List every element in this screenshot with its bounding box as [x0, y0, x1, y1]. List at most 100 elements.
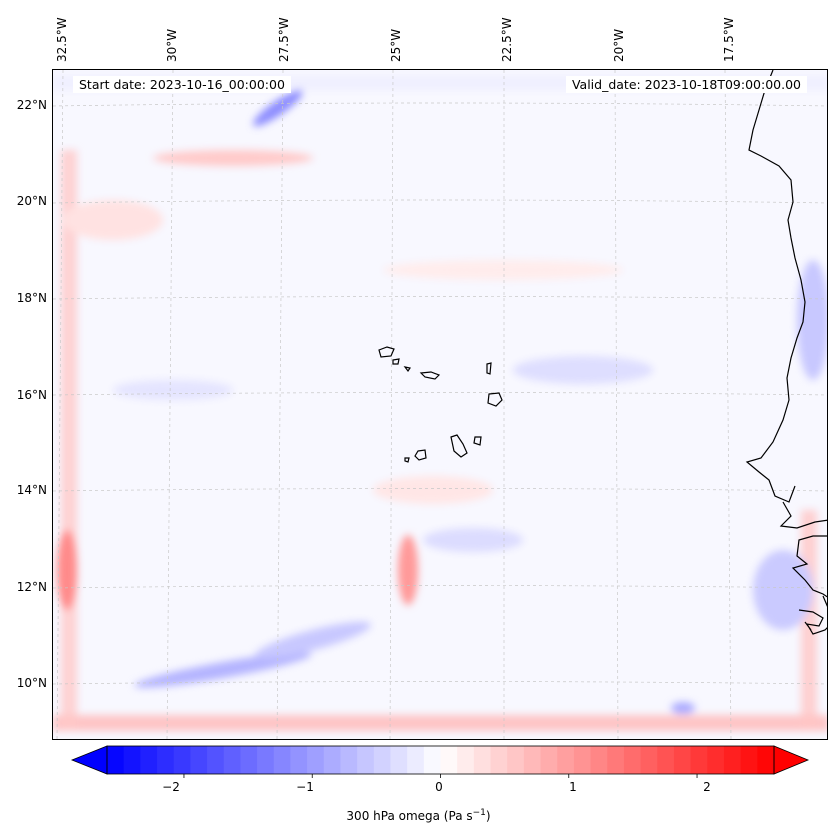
parallel-16n [53, 392, 827, 396]
colorbar-extend-max [773, 745, 810, 775]
island-fogo [414, 449, 427, 461]
colorbar-segment [373, 746, 392, 774]
meridian-30w [166, 70, 174, 739]
colorbar-segment [173, 746, 191, 774]
coast-gambia-guinea [779, 501, 827, 635]
colorbar-segment [357, 746, 375, 774]
colorbar-segment [140, 746, 158, 774]
colorbar-segment [107, 746, 125, 774]
blue-patch-mid-1 [513, 356, 653, 384]
island-brava [404, 457, 410, 463]
lat-label-10n: 10°N [16, 676, 47, 690]
colorbar-segment [407, 746, 425, 774]
west-africa-coastline [745, 70, 827, 635]
colorbar-segment [257, 746, 275, 774]
colorbar-segment [490, 746, 508, 774]
cape-verde-islands [378, 346, 503, 463]
blue-patch-top [253, 89, 303, 127]
colorbar-tick-2: 2 [703, 780, 711, 794]
lat-label-16n: 16°N [16, 388, 47, 402]
red-patch-mid [373, 476, 493, 504]
lon-label-32.5w: 32.5°W [55, 17, 69, 62]
blue-patch-right [797, 260, 827, 380]
colorbar-segment [240, 746, 258, 774]
island-santo-antao [378, 346, 395, 358]
colorbar-segment [740, 746, 758, 774]
lat-label-14n: 14°N [16, 483, 47, 497]
parallel-20n [53, 199, 827, 204]
lon-label-20w: 20°W [612, 28, 626, 62]
meridian-17.5w [724, 70, 732, 739]
meridian-20w [614, 70, 619, 739]
red-patch-upper [383, 260, 623, 280]
colorbar-tick-neg1: −1 [296, 780, 314, 794]
colorbar-segment [573, 746, 592, 774]
colorbar-segment [607, 746, 625, 774]
colorbar-segment [507, 746, 525, 774]
island-santa-luzia [403, 366, 411, 373]
colorbar-segment [540, 746, 558, 774]
colorbar-segment [307, 746, 325, 774]
red-patch-left [57, 530, 77, 610]
colorbar-segment [273, 746, 292, 774]
blue-patch-band-2 [254, 621, 372, 659]
meridian-32.5w [56, 70, 64, 739]
blue-patch-lower-right [753, 550, 813, 630]
colorbar-segment [223, 746, 241, 774]
lon-label-30w: 30°W [165, 28, 179, 62]
colorbar-segment [440, 746, 458, 774]
colorbar-tick-1: 1 [569, 780, 577, 794]
island-maio [473, 436, 482, 446]
red-patch-center [398, 535, 418, 605]
meridian-27.5w [276, 70, 284, 739]
island-sal [486, 362, 492, 375]
colorbar-segment [390, 746, 408, 774]
coast-mauritania-senegal [745, 70, 806, 503]
blue-patch-left [113, 380, 233, 400]
map-background [53, 70, 827, 739]
colorbar-title: 300 hPa omega (Pa s−1) [346, 808, 491, 823]
colorbar-segment [157, 746, 175, 774]
map-panel[interactable] [52, 69, 828, 740]
lon-label-22.5w: 22.5°W [500, 17, 514, 62]
lat-label-12n: 12°N [16, 580, 47, 594]
lon-label-27.5w: 27.5°W [277, 17, 291, 62]
colorbar-segment [523, 746, 542, 774]
island-sao-vicente [392, 358, 400, 365]
colorbar-segment [707, 746, 725, 774]
colorbar-tick-0: 0 [435, 780, 443, 794]
lat-label-20n: 20°N [16, 194, 47, 208]
omega-field-map [53, 70, 827, 739]
lat-label-22n: 22°N [16, 98, 47, 112]
parallel-10n [53, 681, 827, 685]
boundary-band-bottom [53, 715, 827, 731]
colorbar-segment [473, 746, 492, 774]
red-patch-upper-left [63, 200, 163, 240]
colorbar-segment [623, 746, 642, 774]
parallel-12n [53, 585, 827, 589]
colorbar-segment [640, 746, 658, 774]
parallel-14n [53, 488, 827, 492]
island-boa-vista [487, 392, 503, 407]
colorbar-segment [457, 746, 475, 774]
blue-patch-bottom [671, 702, 695, 714]
boundary-band-left [61, 150, 77, 730]
parallel-18n [53, 296, 827, 300]
colorbar-segment [590, 746, 608, 774]
meridian-25w [389, 70, 394, 739]
graticule [53, 70, 827, 739]
lat-label-18n: 18°N [16, 291, 47, 305]
lon-label-25w: 25°W [389, 28, 403, 62]
blue-patch-mid-2 [423, 528, 523, 552]
colorbar-segment [757, 746, 775, 774]
colorbar-segment [557, 746, 575, 774]
parallel-22n [53, 102, 827, 107]
lon-label-17.5w: 17.5°W [722, 17, 736, 62]
island-santiago [450, 434, 468, 458]
colorbar [70, 745, 810, 778]
colorbar-segment [657, 746, 675, 774]
colorbar-segment [723, 746, 742, 774]
boundary-band-right [801, 510, 817, 730]
colorbar-segment [207, 746, 225, 774]
colorbar-tick-neg2: −2 [162, 780, 180, 794]
